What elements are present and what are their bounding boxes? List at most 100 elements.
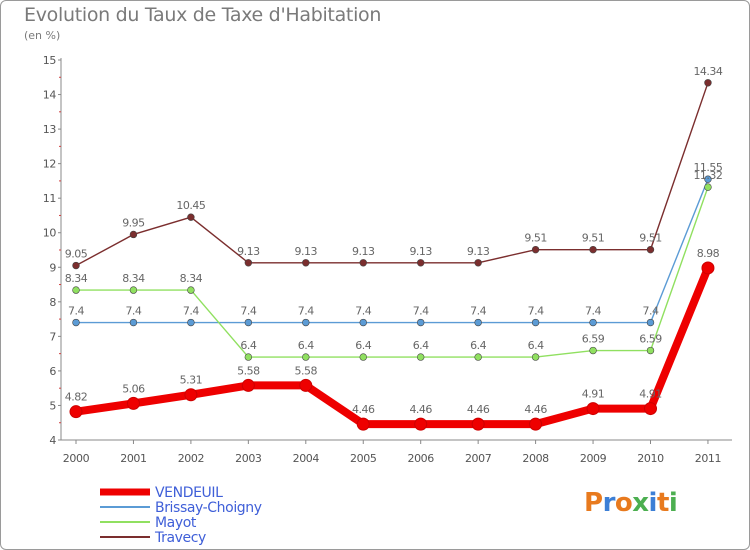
- data-point: [302, 259, 310, 267]
- legend-label: VENDEUIL: [155, 485, 223, 501]
- data-point: [531, 245, 540, 254]
- data-point: [531, 353, 540, 361]
- data-point: [129, 286, 138, 294]
- data-label: 7.4: [643, 305, 659, 318]
- data-point: [417, 353, 425, 361]
- data-label: 6.4: [240, 339, 256, 352]
- data-label: 4.46: [409, 403, 432, 416]
- data-label: 5.58: [237, 364, 260, 377]
- data-label: 6.4: [298, 339, 314, 352]
- data-point: [72, 286, 80, 294]
- data-point: [474, 259, 482, 267]
- data-point: [244, 353, 253, 361]
- data-label: 7.4: [470, 305, 486, 318]
- x-tick-label: 2002: [178, 452, 204, 465]
- chart-title: Evolution du Taux de Taxe d'Habitation: [24, 4, 382, 26]
- y-tick-label: 9: [49, 261, 56, 274]
- data-label: 7.4: [585, 305, 601, 318]
- data-point: [299, 378, 313, 392]
- data-label: 9.51: [524, 232, 547, 245]
- data-point: [184, 388, 198, 402]
- y-tick-label: 6: [49, 365, 56, 378]
- data-label: 11.55: [693, 161, 722, 174]
- data-label: 4.82: [65, 391, 88, 404]
- axes: 4 5 6 7 8 9 10 11 12 13 14 15 2000 2001 2002 2003 2004 20…: [43, 54, 732, 465]
- data-label: 7.4: [240, 305, 256, 318]
- data-point: [646, 318, 655, 327]
- data-point: [72, 261, 80, 270]
- data-label: 9.13: [295, 245, 318, 258]
- x-tick-label: 2000: [63, 452, 90, 465]
- data-label: 6.4: [528, 339, 544, 352]
- data-label: 4.91: [582, 388, 605, 401]
- data-point: [704, 183, 712, 191]
- data-point: [72, 318, 80, 327]
- y-tick-label: 12: [43, 158, 56, 171]
- data-label: 7.4: [68, 305, 84, 318]
- series-vendeuil: 4.82 5.06 5.31 5.58 5.58 4.46 4.46 4.46 4.46 4.91…: [65, 247, 720, 431]
- data-label: 8.34: [122, 272, 145, 285]
- data-point: [126, 396, 140, 410]
- y-tick-label: 7: [49, 330, 56, 343]
- data-point: [359, 353, 367, 361]
- y-tick-label: 8: [49, 296, 56, 309]
- x-tick-label: 2011: [695, 452, 721, 465]
- data-label: 4.46: [524, 403, 547, 416]
- data-point: [474, 353, 482, 361]
- series-travecy: 9.05 9.95 10.45 9.13 9.13 9.13 9.13 9.13 9.51 9.5…: [65, 65, 723, 270]
- chart-subtitle: (en %): [24, 29, 61, 42]
- data-point: [529, 417, 543, 431]
- data-point: [701, 261, 715, 275]
- data-point: [244, 259, 253, 267]
- x-tick-label: 2007: [465, 452, 492, 465]
- data-point: [356, 417, 370, 431]
- data-point: [531, 318, 540, 327]
- data-point: [474, 318, 482, 327]
- data-label: 8.98: [697, 247, 720, 260]
- x-tick-label: 2005: [350, 452, 377, 465]
- y-tick-label: 10: [43, 227, 57, 240]
- data-point: [187, 286, 195, 294]
- data-point: [704, 79, 712, 87]
- data-label: 7.4: [183, 305, 199, 318]
- data-point: [359, 318, 367, 327]
- series-line: [76, 186, 709, 358]
- data-label: 10.45: [176, 199, 205, 212]
- data-point: [586, 402, 600, 416]
- series-line: [75, 82, 709, 267]
- series-line: [76, 178, 709, 324]
- data-label: 7.4: [125, 305, 141, 318]
- data-point: [302, 353, 310, 361]
- data-label: 5.06: [122, 382, 145, 395]
- y-tick-label: 13: [43, 123, 57, 136]
- data-point: [69, 405, 83, 419]
- data-point: [187, 213, 195, 221]
- data-label: 6.59: [582, 333, 605, 346]
- series-line: [75, 266, 712, 429]
- series-brissay-choigny: 7.4 7.4 7.4 7.4 7.4 7.4 7.4 7.4 7.4 7.4 7.4 11.55: [68, 161, 723, 327]
- data-point: [129, 230, 138, 239]
- data-label: 9.13: [352, 245, 375, 258]
- data-label: 9.13: [409, 245, 432, 258]
- legend-label: Travecy: [154, 530, 206, 546]
- x-tick-label: 2010: [637, 452, 664, 465]
- data-point: [359, 259, 367, 267]
- data-point: [644, 402, 657, 416]
- data-label: 9.13: [237, 245, 260, 258]
- data-label: 8.34: [180, 272, 203, 285]
- data-label: 7.4: [528, 305, 544, 318]
- data-point: [417, 318, 425, 327]
- data-label: 4.46: [467, 403, 490, 416]
- data-label: 4.46: [352, 403, 375, 416]
- data-label: 7.4: [355, 305, 371, 318]
- legend-label: Brissay-Choigny: [155, 500, 262, 516]
- data-label: 8.34: [65, 272, 88, 285]
- y-tick-label: 11: [43, 192, 56, 205]
- data-point: [302, 318, 310, 327]
- x-tick-label: 2008: [522, 452, 549, 465]
- legend-label: Mayot: [155, 515, 197, 531]
- data-label: 5.58: [295, 364, 318, 377]
- data-point: [471, 417, 485, 431]
- x-tick-label: 2003: [235, 452, 262, 465]
